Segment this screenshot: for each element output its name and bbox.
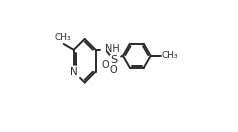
Text: CH₃: CH₃ <box>55 33 71 42</box>
Text: N: N <box>70 67 78 77</box>
Text: O: O <box>110 65 118 75</box>
Text: CH₃: CH₃ <box>161 51 178 60</box>
Text: S: S <box>110 55 117 65</box>
Text: NH: NH <box>104 44 119 54</box>
Text: O: O <box>101 60 109 70</box>
